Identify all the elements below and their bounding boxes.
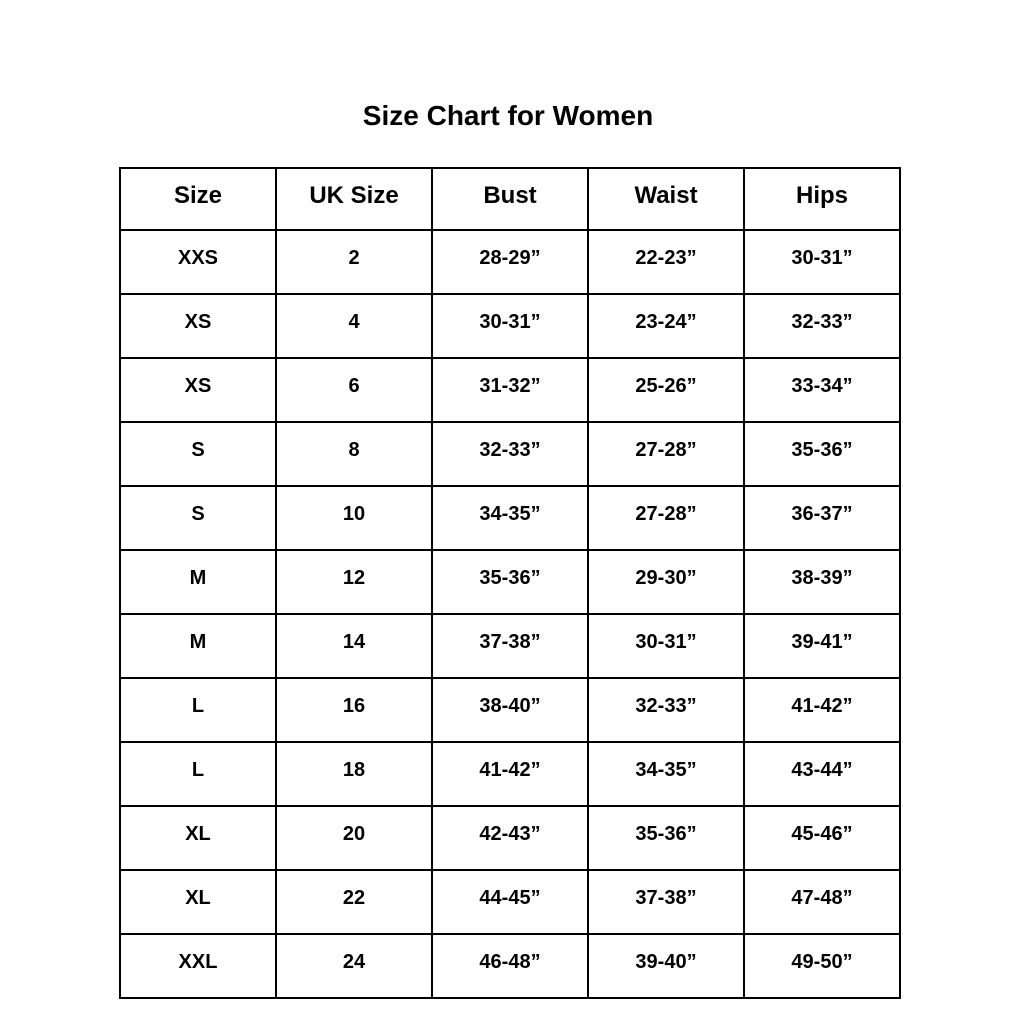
cell-size: XS [119,357,277,423]
cell-hips: 38-39” [743,549,901,615]
cell-waist: 25-26” [587,357,745,423]
cell-hips: 32-33” [743,293,901,359]
cell-bust: 32-33” [431,421,589,487]
cell-size: XXL [119,933,277,999]
cell-hips: 41-42” [743,677,901,743]
table-row: XXL 24 46-48” 39-40” 49-50” [119,933,901,999]
cell-size: XS [119,293,277,359]
column-header-uk-size: UK Size [275,167,433,231]
table-row: XL 20 42-43” 35-36” 45-46” [119,805,901,871]
table-body: XXS 2 28-29” 22-23” 30-31” XS 4 30-31” 23-24” 32-… [119,229,901,999]
cell-size: L [119,741,277,807]
table-row: M 12 35-36” 29-30” 38-39” [119,549,901,615]
cell-size: M [119,613,277,679]
cell-uk-size: 8 [275,421,433,487]
table-row: S 10 34-35” 27-28” 36-37” [119,485,901,551]
cell-size: L [119,677,277,743]
cell-hips: 35-36” [743,421,901,487]
cell-bust: 30-31” [431,293,589,359]
cell-waist: 29-30” [587,549,745,615]
cell-bust: 38-40” [431,677,589,743]
column-header-hips: Hips [743,167,901,231]
cell-hips: 30-31” [743,229,901,295]
cell-waist: 37-38” [587,869,745,935]
table-row: M 14 37-38” 30-31” 39-41” [119,613,901,679]
cell-bust: 44-45” [431,869,589,935]
header-row: Size UK Size Bust Waist Hips [119,167,901,231]
cell-uk-size: 22 [275,869,433,935]
cell-waist: 39-40” [587,933,745,999]
table-header: Size UK Size Bust Waist Hips [119,167,901,231]
cell-waist: 22-23” [587,229,745,295]
cell-uk-size: 10 [275,485,433,551]
cell-uk-size: 14 [275,613,433,679]
cell-size: XXS [119,229,277,295]
cell-uk-size: 20 [275,805,433,871]
cell-uk-size: 12 [275,549,433,615]
cell-waist: 34-35” [587,741,745,807]
cell-waist: 27-28” [587,485,745,551]
column-header-size: Size [119,167,277,231]
table-row: L 18 41-42” 34-35” 43-44” [119,741,901,807]
cell-hips: 39-41” [743,613,901,679]
cell-size: M [119,549,277,615]
cell-hips: 43-44” [743,741,901,807]
cell-bust: 37-38” [431,613,589,679]
cell-size: XL [119,805,277,871]
column-header-waist: Waist [587,167,745,231]
table-row: XXS 2 28-29” 22-23” 30-31” [119,229,901,295]
cell-uk-size: 16 [275,677,433,743]
cell-hips: 33-34” [743,357,901,423]
cell-uk-size: 24 [275,933,433,999]
table-row: L 16 38-40” 32-33” 41-42” [119,677,901,743]
column-header-bust: Bust [431,167,589,231]
table-row: XS 6 31-32” 25-26” 33-34” [119,357,901,423]
cell-bust: 31-32” [431,357,589,423]
cell-waist: 30-31” [587,613,745,679]
cell-waist: 32-33” [587,677,745,743]
page-title: Size Chart for Women [362,100,654,131]
cell-size: XL [119,869,277,935]
cell-waist: 27-28” [587,421,745,487]
cell-size: S [119,421,277,487]
cell-uk-size: 6 [275,357,433,423]
cell-hips: 36-37” [743,485,901,551]
cell-bust: 34-35” [431,485,589,551]
cell-hips: 49-50” [743,933,901,999]
cell-waist: 23-24” [587,293,745,359]
cell-bust: 41-42” [431,741,589,807]
cell-hips: 45-46” [743,805,901,871]
cell-bust: 42-43” [431,805,589,871]
cell-waist: 35-36” [587,805,745,871]
cell-uk-size: 2 [275,229,433,295]
cell-size: S [119,485,277,551]
table-row: XL 22 44-45” 37-38” 47-48” [119,869,901,935]
cell-bust: 28-29” [431,229,589,295]
table-row: S 8 32-33” 27-28” 35-36” [119,421,901,487]
cell-bust: 35-36” [431,549,589,615]
size-chart-table: Size UK Size Bust Waist Hips XXS 2 28-29” 22-23… [119,167,901,999]
cell-uk-size: 18 [275,741,433,807]
cell-bust: 46-48” [431,933,589,999]
cell-uk-size: 4 [275,293,433,359]
cell-hips: 47-48” [743,869,901,935]
table-row: XS 4 30-31” 23-24” 32-33” [119,293,901,359]
